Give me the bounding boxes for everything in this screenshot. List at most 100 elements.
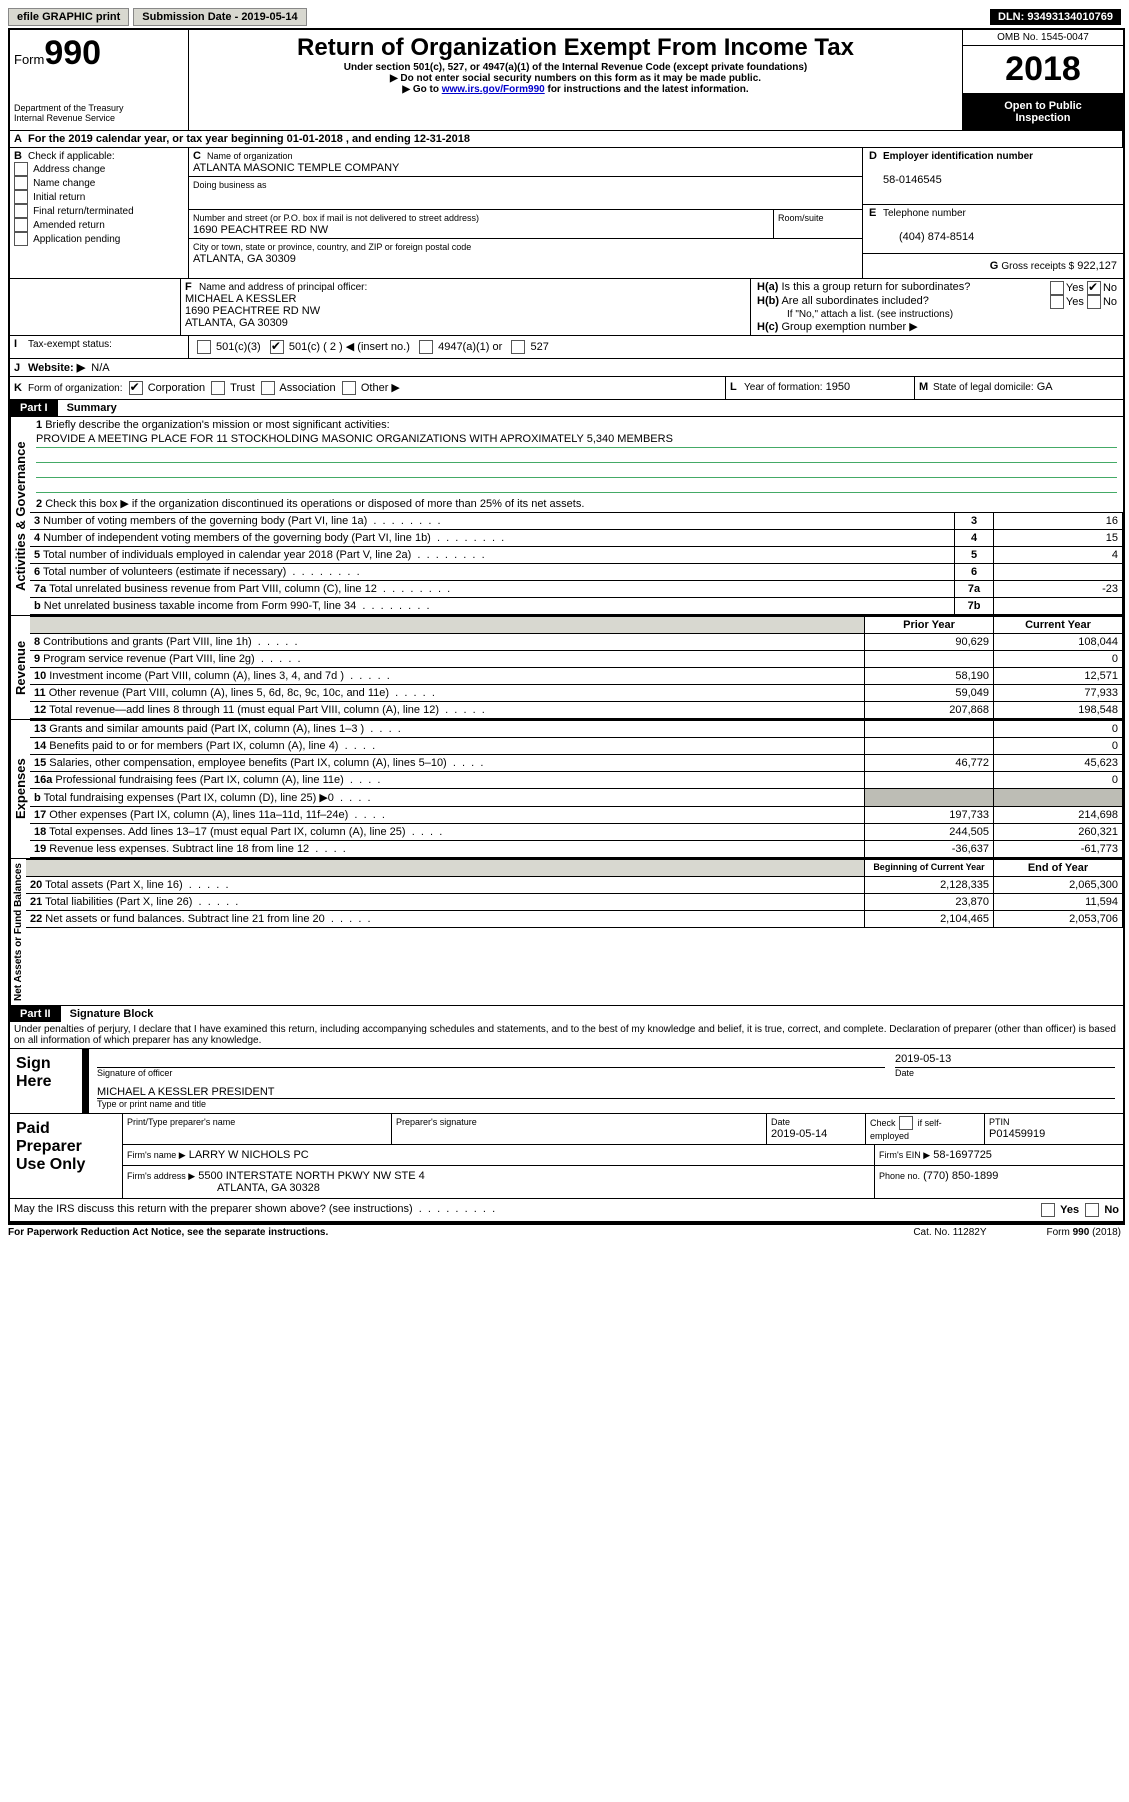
governance-label: Activities & Governance (10, 417, 30, 615)
dept-treasury: Department of the Treasury (14, 103, 184, 113)
form-number-box: Form990 Department of the Treasury Inter… (10, 30, 189, 130)
ha-yes-checkbox[interactable] (1050, 281, 1064, 295)
discuss-no-checkbox[interactable] (1085, 1203, 1099, 1217)
irs-link[interactable]: www.irs.gov/Form990 (442, 84, 545, 95)
501c3-checkbox[interactable] (197, 340, 211, 354)
firm-ein: 58-1697725 (933, 1149, 992, 1161)
discuss-yes-checkbox[interactable] (1041, 1203, 1055, 1217)
form-990-number: 990 (44, 34, 101, 72)
top-bar: efile GRAPHIC print Submission Date - 20… (8, 8, 1121, 26)
efile-button[interactable]: efile GRAPHIC print (8, 8, 129, 26)
officer-street: 1690 PEACHTREE RD NW (185, 305, 320, 317)
goto-line: ▶ Go to www.irs.gov/Form990 for instruct… (197, 84, 954, 95)
part2-title: Signature Block (64, 1006, 160, 1022)
line1-label: Briefly describe the organization's miss… (45, 419, 389, 431)
section-c: CName of organization ATLANTA MASONIC TE… (189, 148, 862, 278)
paid-prep-label: Paid Preparer Use Only (10, 1114, 123, 1198)
527-checkbox[interactable] (511, 340, 525, 354)
c-name-label: Name of organization (207, 151, 293, 161)
prep-sig-label: Preparer's signature (396, 1117, 477, 1127)
l-label: Year of formation: (744, 382, 823, 393)
b-checkbox[interactable] (14, 162, 28, 176)
part1-tab: Part I (10, 400, 58, 416)
b-checkbox[interactable] (14, 190, 28, 204)
org-name: ATLANTA MASONIC TEMPLE COMPANY (193, 162, 399, 174)
form-subtitle: Under section 501(c), 527, or 4947(a)(1)… (197, 62, 954, 73)
firm-addr-label: Firm's address ▶ (127, 1171, 195, 1181)
b-item: Application pending (33, 234, 120, 245)
g-label: Gross receipts $ (1001, 261, 1074, 272)
form-title: Return of Organization Exempt From Incom… (197, 34, 954, 62)
trust-checkbox[interactable] (211, 381, 225, 395)
dba-label: Doing business as (193, 180, 267, 190)
hb-yes-checkbox[interactable] (1050, 295, 1064, 309)
no-label2: No (1103, 296, 1117, 308)
b-item: Name change (33, 178, 95, 189)
501c-checkbox[interactable] (270, 340, 284, 354)
part1-title: Summary (61, 400, 123, 416)
k-corp: Corporation (148, 382, 205, 394)
gross-receipts: 922,127 (1077, 260, 1117, 272)
b-item: Address change (33, 164, 105, 175)
k-trust: Trust (230, 382, 255, 394)
expenses-table: 13 Grants and similar amounts paid (Part… (30, 720, 1123, 858)
street-label: Number and street (or P.O. box if mail i… (193, 213, 479, 223)
revenue-table: Prior YearCurrent Year8 Contributions an… (30, 616, 1123, 719)
submission-date-button[interactable]: Submission Date - 2019-05-14 (133, 8, 306, 26)
f-label: Name and address of principal officer: (199, 282, 367, 293)
city-value: ATLANTA, GA 30309 (193, 253, 296, 265)
ha-no-checkbox[interactable] (1087, 281, 1101, 295)
mission-text: PROVIDE A MEETING PLACE FOR 11 STOCKHOLD… (36, 431, 1117, 448)
open-inspection-box: Open to Public Inspection (963, 94, 1123, 130)
other-checkbox[interactable] (342, 381, 356, 395)
self-emp-checkbox[interactable] (899, 1116, 913, 1130)
m-value: GA (1037, 381, 1053, 393)
yes-label: Yes (1066, 282, 1084, 294)
section-b: BCheck if applicable: Address change Nam… (10, 148, 189, 278)
irs-label: Internal Revenue Service (14, 113, 184, 123)
prep-date: 2019-05-14 (771, 1128, 827, 1140)
ptin-label: PTIN (989, 1117, 1010, 1127)
l-value: 1950 (826, 381, 850, 393)
k-label: Form of organization: (28, 383, 123, 394)
insert-no: (insert no.) (357, 341, 410, 353)
hb-no-checkbox[interactable] (1087, 295, 1101, 309)
firm-phone: (770) 850-1899 (923, 1170, 998, 1182)
netassets-label: Net Assets or Fund Balances (10, 859, 26, 1005)
footer-mid: Cat. No. 11282Y (913, 1227, 986, 1238)
firm-name-label: Firm's name ▶ (127, 1150, 186, 1160)
expenses-label: Expenses (10, 720, 30, 858)
no-label: No (1103, 282, 1117, 294)
room-label: Room/suite (778, 213, 824, 223)
footer-right: Form 990 (2018) (1047, 1227, 1121, 1238)
assoc-checkbox[interactable] (261, 381, 275, 395)
b-checkbox[interactable] (14, 204, 28, 218)
ptin-value: P01459919 (989, 1128, 1045, 1140)
b-item: Initial return (33, 192, 85, 203)
d-label: Employer identification number (883, 151, 1033, 162)
4947-checkbox[interactable] (419, 340, 433, 354)
street-value: 1690 PEACHTREE RD NW (193, 224, 328, 236)
governance-table: 3 Number of voting members of the govern… (30, 512, 1123, 615)
k-other: Other ▶ (361, 382, 400, 394)
officer-printed: MICHAEL A KESSLER PRESIDENT (97, 1086, 1115, 1099)
inspection: Inspection (1015, 112, 1070, 124)
discuss-no: No (1104, 1204, 1119, 1216)
footer-left: For Paperwork Reduction Act Notice, see … (8, 1227, 328, 1238)
b-checkbox[interactable] (14, 218, 28, 232)
discuss-yes: Yes (1060, 1204, 1079, 1216)
section-h: H(a) Is this a group return for subordin… (751, 279, 1123, 335)
firm-ein-label: Firm's EIN ▶ (879, 1150, 930, 1160)
b-checkbox[interactable] (14, 176, 28, 190)
sig-officer-label: Signature of officer (97, 1068, 885, 1078)
goto-post: for instructions and the latest informat… (545, 84, 749, 95)
prep-name-label: Print/Type preparer's name (127, 1117, 235, 1127)
line2-text: Check this box ▶ if the organization dis… (45, 498, 584, 510)
corp-checkbox[interactable] (129, 381, 143, 395)
hb-text: Are all subordinates included? (781, 295, 928, 307)
printed-label: Type or print name and title (97, 1099, 1115, 1109)
firm-phone-label: Phone no. (879, 1171, 920, 1181)
officer-city: ATLANTA, GA 30309 (185, 317, 288, 329)
firm-addr2: ATLANTA, GA 30328 (127, 1182, 320, 1194)
b-checkbox[interactable] (14, 232, 28, 246)
